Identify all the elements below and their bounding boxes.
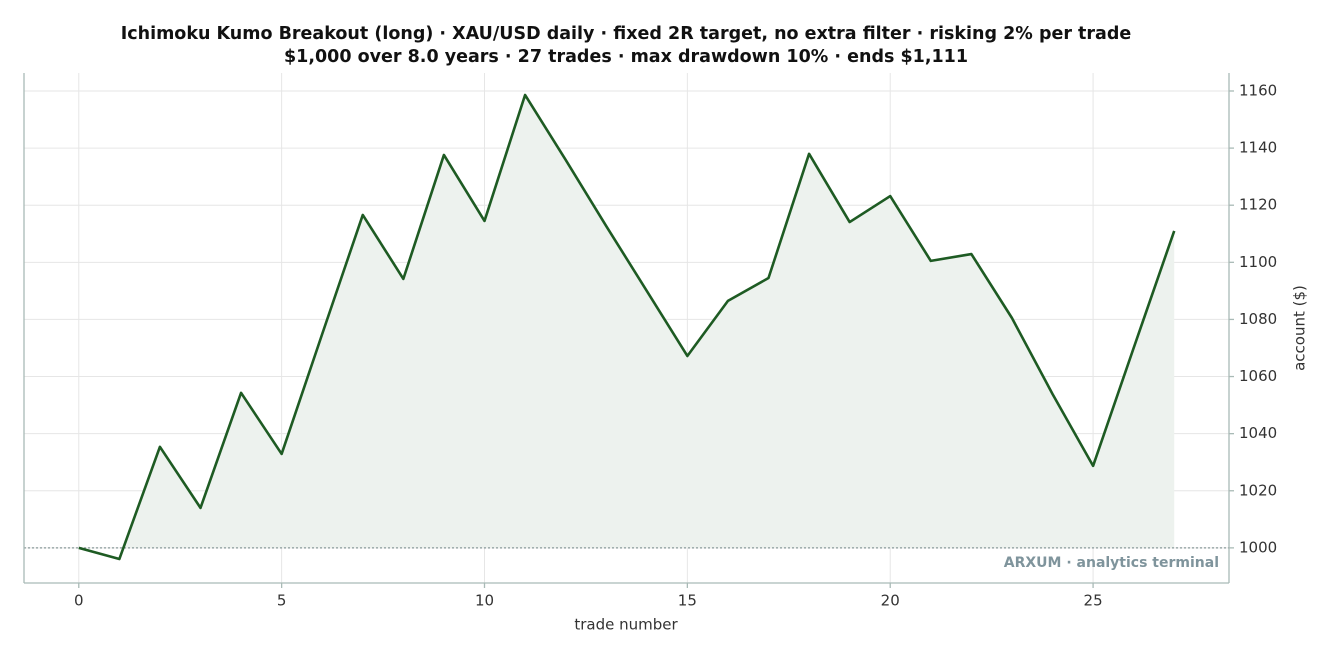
x-tick-label: 0 xyxy=(74,592,84,610)
area xyxy=(123,94,1175,548)
y-tick-label: 1160 xyxy=(1239,81,1277,99)
y-axis-label: account ($) xyxy=(1291,285,1309,371)
line xyxy=(78,93,1176,561)
x-tick-label: 20 xyxy=(881,592,900,610)
y-tick-label: 1140 xyxy=(1239,139,1277,157)
watermark: ARXUM · analytics terminal xyxy=(1004,555,1219,571)
x-tick-label: 15 xyxy=(678,592,697,610)
y-tick-label: 1060 xyxy=(1239,367,1277,385)
x-tick-label: 25 xyxy=(1084,592,1103,610)
y-tick-label: 1020 xyxy=(1239,481,1277,499)
y-tick-label: 1000 xyxy=(1239,538,1277,556)
x-tick-label: 5 xyxy=(277,592,287,610)
x-axis-label: trade number xyxy=(574,616,678,634)
chart-title: Ichimoku Kumo Breakout (long) · XAU/USD … xyxy=(121,24,1132,44)
y-tick-label: 1040 xyxy=(1239,424,1277,442)
y-tick-label: 1080 xyxy=(1239,310,1277,328)
y-tick-label: 1100 xyxy=(1239,253,1277,271)
y-tick-label: 1120 xyxy=(1239,196,1277,214)
chart-subtitle: $1,000 over 8.0 years · 27 trades · max … xyxy=(284,47,968,67)
x-tick-label: 10 xyxy=(475,592,494,610)
